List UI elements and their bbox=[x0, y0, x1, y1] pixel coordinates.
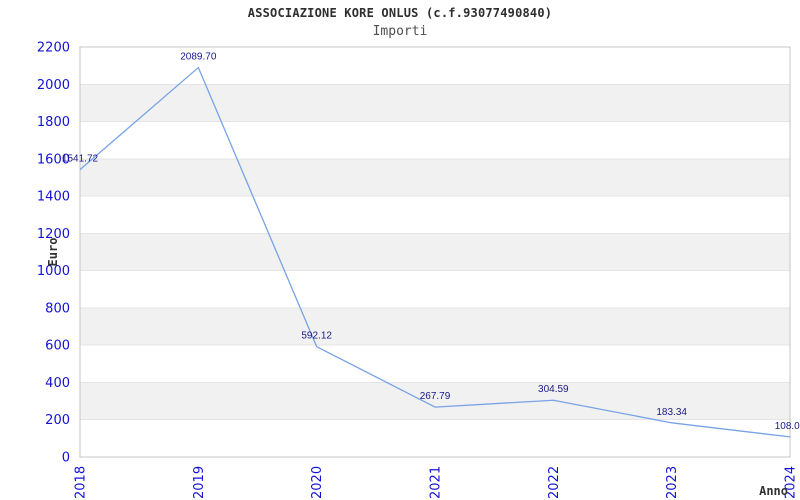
y-axis-title: Euro bbox=[46, 238, 60, 267]
data-point-label: 108.03 bbox=[775, 421, 800, 432]
x-axis-tick-label: 2024 bbox=[784, 466, 799, 499]
x-axis-tick-label: 2022 bbox=[547, 466, 562, 499]
data-point-label: 1541.72 bbox=[62, 154, 99, 165]
plot-border bbox=[79, 46, 791, 458]
y-axis-tick-label: 1400 bbox=[37, 190, 70, 205]
grid-band bbox=[80, 84, 790, 122]
y-axis-tick-label: 1000 bbox=[37, 264, 70, 279]
grid-band bbox=[80, 382, 790, 420]
y-axis-tick-label: 1600 bbox=[37, 152, 70, 167]
y-axis-tick-label: 1200 bbox=[37, 227, 70, 242]
x-axis-tick-label: 2019 bbox=[192, 466, 207, 499]
chart-title: ASSOCIAZIONE KORE ONLUS (c.f.93077490840… bbox=[247, 6, 553, 20]
y-axis-tick-label: 1800 bbox=[37, 115, 70, 130]
data-point-label: 267.79 bbox=[420, 391, 451, 402]
y-axis-tick-label: 200 bbox=[45, 413, 70, 428]
x-axis-tick-label: 2020 bbox=[310, 466, 325, 499]
x-axis-tick-label: 2018 bbox=[74, 466, 89, 499]
data-point-label: 304.59 bbox=[538, 384, 569, 395]
x-axis-tick-label: 2021 bbox=[429, 466, 444, 499]
y-axis-tick-label: 2000 bbox=[37, 78, 70, 93]
chart-subtitle: Importi bbox=[372, 24, 428, 39]
trend-line bbox=[79, 66, 791, 438]
grid-band bbox=[80, 233, 790, 271]
data-point-label: 2089.70 bbox=[180, 52, 217, 63]
y-axis-tick-label: 600 bbox=[45, 339, 70, 354]
grid-band bbox=[80, 158, 790, 197]
x-axis-tick-label: 2023 bbox=[665, 466, 680, 499]
y-axis-tick-label: 400 bbox=[45, 376, 70, 391]
x-axis-title: Anno bbox=[759, 484, 788, 498]
y-axis-tick-label: 2200 bbox=[37, 41, 70, 56]
data-point-label: 592.12 bbox=[301, 331, 332, 342]
y-axis-tick-label: 0 bbox=[62, 451, 70, 466]
grid-band bbox=[80, 307, 790, 346]
y-axis-tick-label: 800 bbox=[45, 301, 70, 316]
data-point-label: 183.34 bbox=[656, 407, 687, 418]
